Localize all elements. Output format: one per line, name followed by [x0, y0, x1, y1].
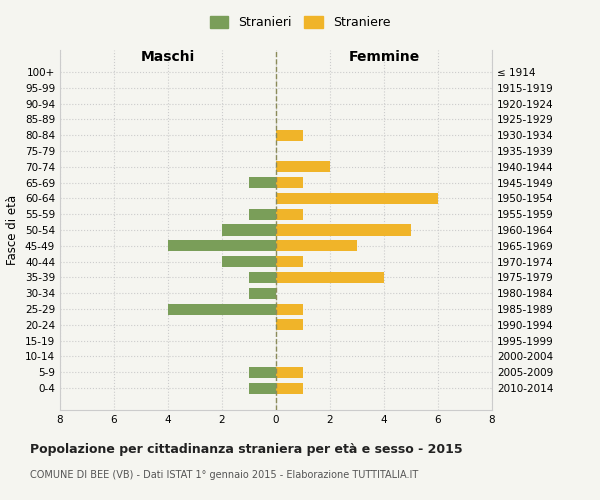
- Bar: [276, 320, 303, 330]
- Bar: [249, 208, 276, 220]
- Bar: [249, 382, 276, 394]
- Bar: [276, 208, 303, 220]
- Bar: [168, 240, 276, 252]
- Bar: [276, 240, 357, 252]
- Legend: Stranieri, Straniere: Stranieri, Straniere: [205, 11, 395, 34]
- Bar: [249, 367, 276, 378]
- Y-axis label: Fasce di età: Fasce di età: [7, 195, 19, 265]
- Bar: [276, 130, 303, 140]
- Bar: [222, 256, 276, 267]
- Bar: [276, 382, 303, 394]
- Bar: [249, 272, 276, 283]
- Bar: [249, 177, 276, 188]
- Text: Maschi: Maschi: [141, 50, 195, 64]
- Bar: [276, 367, 303, 378]
- Bar: [276, 193, 438, 204]
- Bar: [276, 161, 330, 172]
- Text: Popolazione per cittadinanza straniera per età e sesso - 2015: Popolazione per cittadinanza straniera p…: [30, 442, 463, 456]
- Bar: [276, 256, 303, 267]
- Bar: [249, 288, 276, 299]
- Bar: [222, 224, 276, 235]
- Text: COMUNE DI BEE (VB) - Dati ISTAT 1° gennaio 2015 - Elaborazione TUTTITALIA.IT: COMUNE DI BEE (VB) - Dati ISTAT 1° genna…: [30, 470, 418, 480]
- Bar: [276, 177, 303, 188]
- Bar: [276, 272, 384, 283]
- Bar: [276, 224, 411, 235]
- Bar: [276, 304, 303, 314]
- Text: Femmine: Femmine: [349, 50, 419, 64]
- Bar: [168, 304, 276, 314]
